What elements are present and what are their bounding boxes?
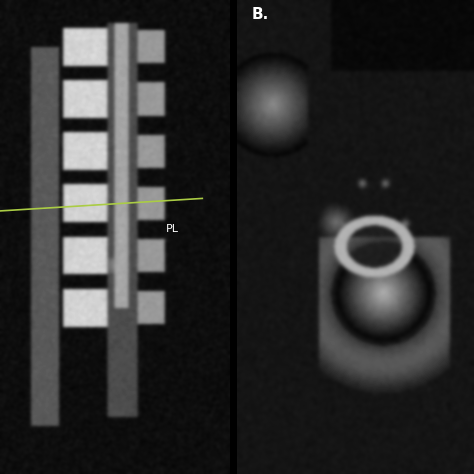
Text: B.: B. xyxy=(251,7,268,22)
Text: PL: PL xyxy=(165,224,179,234)
